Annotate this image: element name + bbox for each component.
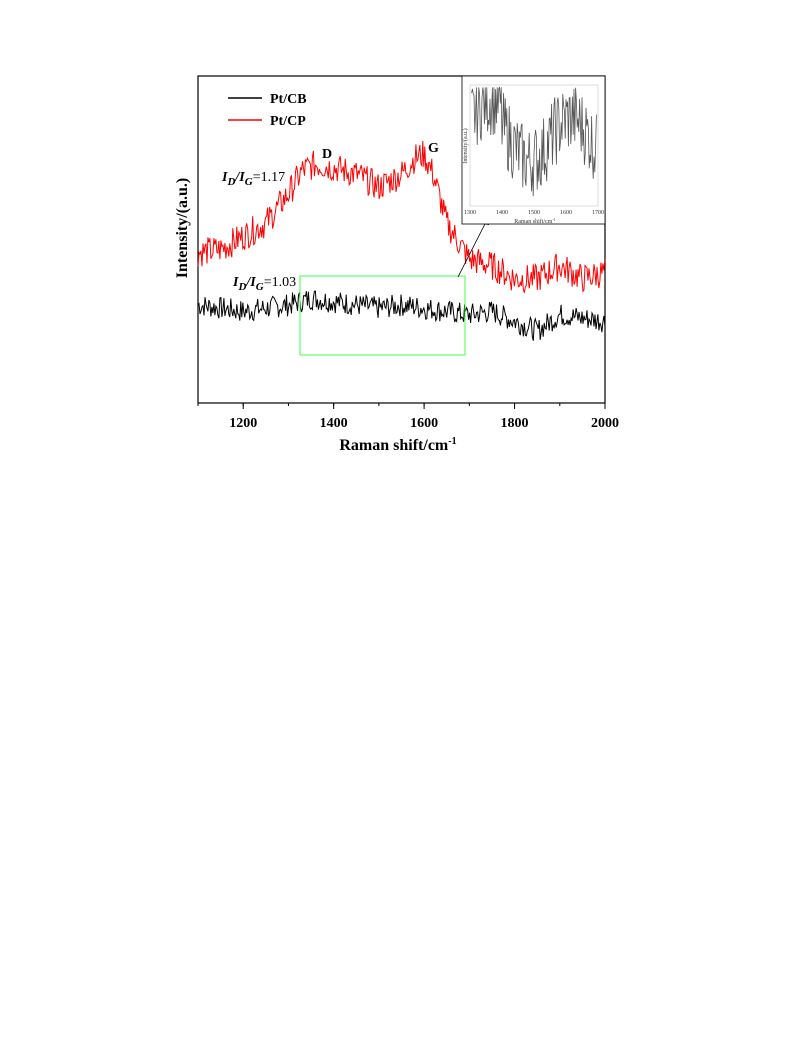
ratio-cp-g: G bbox=[245, 176, 253, 188]
ratio-cp-slash: / bbox=[234, 170, 240, 185]
x-axis-title: Raman shift/cm-1 bbox=[339, 436, 456, 454]
ratio-cp-i2: I bbox=[238, 170, 245, 185]
inset-x-ticks: 1300 1400 1500 1600 1700 bbox=[464, 210, 604, 216]
ratio-cb-value: =1.03 bbox=[264, 275, 296, 290]
x-tick-label: 1600 bbox=[410, 416, 438, 431]
inset-series-line bbox=[471, 86, 597, 197]
ratio-cb-i2: I bbox=[249, 275, 256, 290]
y-axis-title: Intensity/(a.u.) bbox=[174, 178, 191, 278]
series-line-pt-cp bbox=[197, 140, 606, 293]
inset-plot-area bbox=[469, 84, 599, 207]
inset-panel: 1300 1400 1500 1600 1700 Raman shift/cm-1 In… bbox=[461, 75, 606, 225]
inset-x-tick-label: 1700 bbox=[592, 210, 604, 216]
ratio-label-pt-cp: ID/IG=1.17 bbox=[221, 170, 285, 188]
inset-x-tick-label: 1300 bbox=[464, 210, 476, 216]
inset-x-tick-label: 1600 bbox=[560, 210, 572, 216]
zoom-region-box bbox=[299, 275, 466, 356]
inset-y-axis-title: Intensity/(a.u.) bbox=[462, 128, 469, 163]
peak-label-d: D bbox=[322, 147, 332, 162]
ratio-cp-value: =1.17 bbox=[253, 170, 285, 185]
zoom-arrow-line bbox=[457, 217, 489, 278]
ratio-cp-d: D bbox=[226, 176, 235, 188]
legend-label-pt-cb: Pt/CB bbox=[270, 92, 307, 107]
ratio-cb-g: G bbox=[256, 281, 264, 293]
inset-x-title-text: Raman shift/cm bbox=[514, 218, 552, 225]
inset-x-title-sup: -1 bbox=[552, 217, 555, 222]
x-axis-ticks: 1200 1400 1600 1800 2000 bbox=[197, 403, 619, 431]
x-tick-label: 1400 bbox=[320, 416, 348, 431]
ratio-label-pt-cb: ID/IG=1.03 bbox=[232, 275, 296, 293]
ratio-cb-i1: I bbox=[232, 275, 239, 290]
x-tick-label: 1800 bbox=[501, 416, 529, 431]
ratio-cb-slash: / bbox=[245, 275, 251, 290]
peak-label-g: G bbox=[428, 141, 439, 156]
inset-x-tick-label: 1400 bbox=[496, 210, 508, 216]
series-line-pt-cb bbox=[197, 290, 606, 341]
x-axis-title-sup: -1 bbox=[448, 436, 456, 447]
x-tick-label: 2000 bbox=[591, 416, 619, 431]
inset-x-tick-label: 1500 bbox=[528, 210, 540, 216]
ratio-cp-i1: I bbox=[221, 170, 228, 185]
ratio-cb-d: D bbox=[237, 281, 246, 293]
legend: Pt/CB Pt/CP bbox=[228, 92, 307, 129]
legend-label-pt-cp: Pt/CP bbox=[270, 114, 306, 129]
x-tick-label: 1200 bbox=[229, 416, 257, 431]
inset-x-axis-title: Raman shift/cm-1 bbox=[514, 217, 556, 225]
plot-frame bbox=[197, 75, 606, 404]
x-axis-title-text: Raman shift/cm bbox=[339, 437, 449, 454]
